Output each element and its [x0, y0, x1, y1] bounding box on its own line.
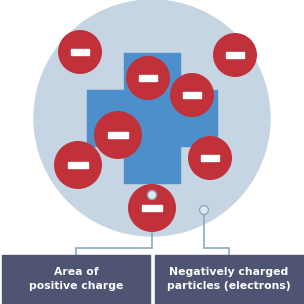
- Bar: [183, 92, 201, 98]
- Text: Negatively charged
particles (electrons): Negatively charged particles (electrons): [167, 268, 291, 291]
- Bar: [71, 49, 89, 55]
- Circle shape: [34, 0, 270, 236]
- Circle shape: [128, 184, 176, 232]
- Bar: [87, 90, 217, 146]
- Circle shape: [126, 56, 170, 100]
- Circle shape: [147, 191, 157, 199]
- Circle shape: [54, 141, 102, 189]
- Bar: [68, 162, 88, 168]
- Text: Area of
positive charge: Area of positive charge: [29, 268, 123, 291]
- Bar: [108, 132, 128, 138]
- Bar: [2, 255, 150, 303]
- Bar: [226, 52, 244, 58]
- Circle shape: [199, 206, 209, 215]
- Circle shape: [94, 111, 142, 159]
- Bar: [139, 75, 157, 81]
- Circle shape: [170, 73, 214, 117]
- Circle shape: [188, 136, 232, 180]
- Bar: [142, 205, 162, 211]
- Circle shape: [58, 30, 102, 74]
- Bar: [124, 53, 180, 183]
- Bar: [155, 255, 303, 303]
- Bar: [201, 155, 219, 161]
- Circle shape: [213, 33, 257, 77]
